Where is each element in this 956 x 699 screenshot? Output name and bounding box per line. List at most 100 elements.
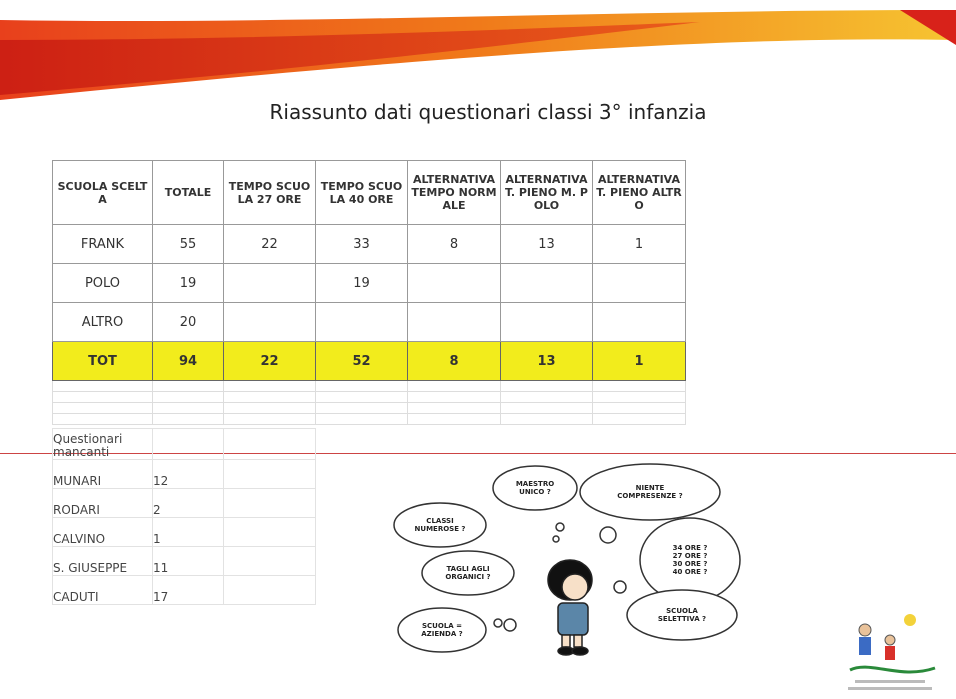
bubble-line: NUMEROSE ?	[414, 525, 466, 533]
bubble-line: 27 ORE ?	[672, 552, 708, 560]
logo	[848, 614, 936, 690]
cell	[223, 428, 316, 460]
blank-cell	[152, 402, 224, 414]
cell	[223, 459, 316, 489]
blank-cell	[315, 402, 408, 414]
bubble-line: SCUOLA	[666, 607, 698, 615]
blank-cell	[315, 380, 408, 392]
header-cell: TOTALE	[152, 160, 224, 225]
slide-title: Riassunto dati questionari classi 3° inf…	[269, 100, 707, 124]
bubble-text: SCUOLA = AZIENDA ?	[421, 622, 462, 638]
blank-cell	[592, 391, 686, 403]
bubble-text: CLASSI NUMEROSE ?	[415, 517, 466, 533]
school-name: S. GIUSEPPE	[52, 546, 153, 576]
bubble-text: MAESTRO UNICO ?	[516, 480, 554, 496]
school-name: CADUTI	[52, 575, 153, 605]
cell	[223, 575, 316, 605]
blank-cell	[500, 402, 593, 414]
cell: 22	[223, 341, 316, 381]
cell	[500, 302, 593, 342]
cell: 1	[592, 341, 686, 381]
cell: 94	[152, 341, 224, 381]
cell	[223, 302, 316, 342]
missing-row: CALVINO 1	[52, 517, 316, 547]
cell: TOT	[52, 341, 153, 381]
header-cell: ALTERNATIVA T. PIENO ALTRO	[592, 160, 686, 225]
cell	[407, 302, 501, 342]
bubble-line: 40 ORE ?	[672, 568, 708, 576]
blank-cell	[407, 413, 501, 425]
blank-cell	[223, 402, 316, 414]
cell	[223, 517, 316, 547]
missing-row: RODARI 2	[52, 488, 316, 518]
header-row: SCUOLA SCELTA TOTALE TEMPO SCUOLA 27 ORE TE…	[52, 160, 686, 225]
blank-cell	[315, 391, 408, 403]
blank-cell	[223, 413, 316, 425]
blank-cell	[500, 413, 593, 425]
missing-row: S. GIUSEPPE 11	[52, 546, 316, 576]
data-row: ALTRO 20	[52, 302, 686, 342]
cell	[500, 263, 593, 303]
cell	[223, 488, 316, 518]
missing-label: Questionari mancanti	[52, 428, 153, 460]
blank-cell	[152, 380, 224, 392]
cell: 13	[500, 341, 593, 381]
blank-cell	[500, 380, 593, 392]
cell: POLO	[52, 263, 153, 303]
bubble-line: MAESTRO	[515, 480, 555, 488]
data-row: FRANK 55 22 33 8 13 1	[52, 224, 686, 264]
blank-row	[52, 391, 686, 403]
bubble-line: UNICO ?	[519, 488, 551, 496]
missing-row: MUNARI 12	[52, 459, 316, 489]
bubble-line: ORGANICI ?	[445, 573, 491, 581]
bubble-line: CLASSI	[426, 517, 454, 525]
bubble-text: SCUOLA SELETTIVA ?	[658, 607, 706, 623]
blank-row	[52, 413, 686, 425]
blank-cell	[592, 413, 686, 425]
cell: 1	[592, 224, 686, 264]
cell: 20	[152, 302, 224, 342]
header-cell: TEMPO SCUOLA 40 ORE	[315, 160, 408, 225]
bubble-line: 34 ORE ?	[672, 544, 708, 552]
missing-count: 12	[152, 459, 224, 489]
cell: 19	[315, 263, 408, 303]
divider	[0, 453, 956, 454]
missing-label-row: Questionari mancanti	[52, 428, 316, 460]
blank-cell	[52, 413, 153, 425]
banner	[0, 10, 956, 100]
bubble-line: SELETTIVA ?	[657, 615, 707, 623]
bubble-line: 30 ORE ?	[672, 560, 708, 568]
bubble-line: TAGLI AGLI	[446, 565, 490, 573]
cell: 52	[315, 341, 408, 381]
blank-cell	[152, 391, 224, 403]
cell	[152, 428, 224, 460]
cell: 8	[407, 224, 501, 264]
header-cell: ALTERNATIVA TEMPO NORMALE	[407, 160, 501, 225]
missing-count: 11	[152, 546, 224, 576]
cell	[592, 263, 686, 303]
cell: ALTRO	[52, 302, 153, 342]
cell: FRANK	[52, 224, 153, 264]
blank-row	[52, 402, 686, 414]
blank-cell	[52, 402, 153, 414]
blank-cell	[592, 380, 686, 392]
missing-table: Questionari mancanti MUNARI 12 RODARI 2 CALVI…	[52, 428, 316, 605]
cell: 19	[152, 263, 224, 303]
header-cell: ALTERNATIVA T. PIENO M. POLO	[500, 160, 593, 225]
summary-table: SCUOLA SCELTA TOTALE TEMPO SCUOLA 27 ORE TE…	[52, 160, 686, 425]
bubble-line: NIENTE	[635, 484, 665, 492]
cell: 55	[152, 224, 224, 264]
blank-cell	[407, 391, 501, 403]
header-cell: TEMPO SCUOLA 27 ORE	[223, 160, 316, 225]
total-row: TOT 94 22 52 8 13 1	[52, 341, 686, 381]
cell	[223, 263, 316, 303]
blank-cell	[152, 413, 224, 425]
data-row: POLO 19 19	[52, 263, 686, 303]
blank-cell	[407, 380, 501, 392]
cell	[592, 302, 686, 342]
cell: 33	[315, 224, 408, 264]
bubble-text: 34 ORE ? 27 ORE ? 30 ORE ? 40 ORE ?	[673, 544, 708, 576]
blank-cell	[592, 402, 686, 414]
bubble-text: NIENTE COMPRESENZE ?	[617, 484, 682, 500]
missing-row: CADUTI 17	[52, 575, 316, 605]
